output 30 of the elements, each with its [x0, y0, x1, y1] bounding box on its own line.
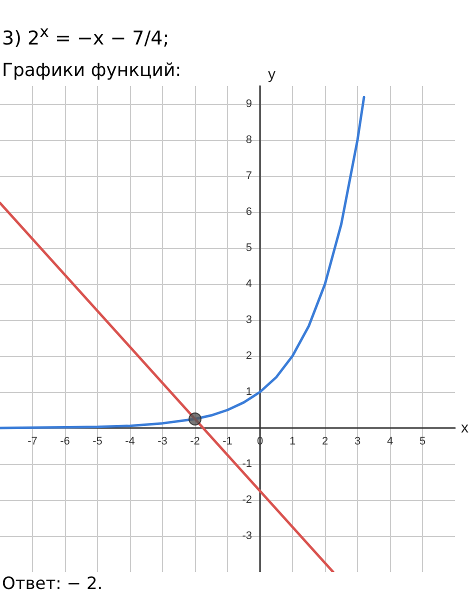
- y-tick-label: 8: [246, 134, 252, 146]
- x-tick-label: 3: [354, 436, 361, 448]
- line-series: [0, 96, 366, 430]
- x-tick-label: -2: [190, 436, 200, 448]
- y-tick-label: -1: [242, 458, 252, 470]
- x-tick-label: -6: [60, 436, 70, 448]
- y-tick-label: 4: [246, 278, 252, 290]
- x-tick-label: 5: [419, 436, 426, 448]
- x-tick-label: 1: [289, 436, 296, 448]
- chart-subtitle: Графики функций:: [2, 60, 182, 81]
- y-tick-label: 3: [246, 314, 252, 326]
- x-tick-label: 4: [386, 436, 394, 448]
- y-axis-title: y: [268, 66, 276, 83]
- y-tick-label: 2: [246, 350, 252, 362]
- y-tick-label: 6: [246, 206, 252, 218]
- text: Ответ: − 2.: [2, 574, 103, 594]
- x-tick-label: -5: [92, 436, 102, 448]
- x-axis-title: x: [461, 420, 469, 436]
- x-tick-label: -3: [158, 436, 168, 448]
- chart-title: 3) 2$^{x}$ = −x − 7/4;: [2, 22, 170, 50]
- y-tick-label: -3: [242, 530, 252, 542]
- y-tick-label: 7: [246, 170, 252, 182]
- y-tick-label: 5: [246, 242, 252, 254]
- x-tick-label: -1: [222, 436, 232, 448]
- y-tick-label: 9: [246, 98, 252, 110]
- x-tick-label: -4: [125, 436, 135, 448]
- x-tick-label: -7: [28, 436, 38, 448]
- x-tick-label: 2: [322, 436, 328, 448]
- y-tick-label: -2: [242, 494, 252, 506]
- y-tick-label: 1: [246, 386, 252, 398]
